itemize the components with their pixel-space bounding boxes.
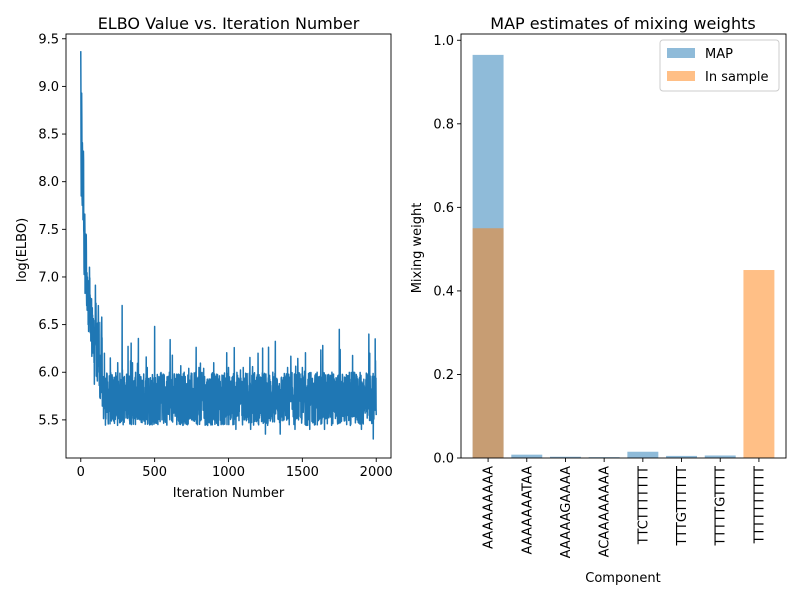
elbo-x-tick-label: 0 — [77, 465, 85, 480]
mixing-x-tick-label: AAAAAAAAA — [482, 466, 497, 549]
elbo-panel: ELBO Value vs. Iteration Number 0 500 1000… — [15, 14, 393, 501]
elbo-line-layer — [80, 51, 377, 440]
elbo-line — [80, 51, 377, 440]
mixing-axes-frame — [460, 33, 787, 459]
elbo-tick-layer: 0 500 1000 1500 2000 5.5 6.0 6.5 7.0 7.5 8.0 8.5 9.0… — [38, 32, 392, 480]
elbo-y-tick-label: 9.0 — [38, 80, 59, 95]
mixing-x-tick-label: TTCTTTTTTT — [636, 466, 651, 545]
mixing-x-tick-label: ACAAAAAAAA — [598, 466, 613, 558]
elbo-y-tick-label: 6.5 — [38, 318, 59, 333]
elbo-axes-frame — [65, 33, 392, 459]
elbo-y-axis-label: log(ELBO) — [15, 218, 30, 282]
mixing-x-tick-label: AAAAAGAAAA — [559, 466, 574, 559]
mixing-y-tick-label: 0.8 — [433, 117, 454, 132]
elbo-y-tick-label: 5.5 — [38, 413, 59, 428]
bar-map-ttcttttttt — [627, 451, 659, 458]
mixing-chart-title: MAP estimates of mixing weights — [490, 14, 755, 33]
mixing-y-axis-label: Mixing weight — [410, 203, 425, 294]
mixing-y-tick-label: 0.2 — [433, 368, 454, 383]
elbo-x-tick-label: 500 — [142, 465, 167, 480]
mixing-x-tick-label: TTTGTTTTTT — [675, 466, 690, 547]
mixing-x-axis-label: Component — [585, 571, 660, 586]
bar-in-sample-aaaaaaaaa — [472, 228, 504, 458]
elbo-x-axis-label: Iteration Number — [173, 486, 285, 501]
bar-map-tttgtttttt — [666, 455, 698, 458]
mixing-weights-panel: MAP estimates of mixing weights AAAAAAAA… — [410, 14, 787, 586]
elbo-y-tick-label: 9.5 — [38, 32, 59, 47]
bar-map-aaaaagaaaa — [549, 456, 581, 458]
elbo-x-tick-label: 1000 — [212, 465, 245, 480]
elbo-y-tick-label: 8.5 — [38, 128, 59, 143]
mixing-x-tick-label: TTTTTTTTTT — [752, 466, 767, 544]
elbo-y-tick-label: 7.5 — [38, 223, 59, 238]
legend-swatch-map — [667, 48, 695, 58]
legend: MAP In sample — [659, 39, 780, 92]
mixing-x-tick-label: AAAAAAATAA — [520, 466, 535, 555]
mixing-x-tick-label: TTTTTGTTTT — [714, 466, 729, 547]
elbo-x-tick-label: 2000 — [360, 465, 393, 480]
bar-map-tttttgtttt — [704, 455, 736, 458]
mixing-y-tick-label: 1.0 — [433, 34, 454, 49]
bar-map-aaaaaaataa — [511, 454, 543, 458]
legend-label-in-sample: In sample — [705, 70, 768, 85]
elbo-chart-title: ELBO Value vs. Iteration Number — [98, 14, 360, 33]
mixing-y-tick-label: 0.4 — [433, 284, 454, 299]
elbo-y-tick-label: 8.0 — [38, 175, 59, 190]
mixing-y-tick-label: 0.0 — [433, 452, 454, 467]
legend-swatch-in-sample — [667, 71, 695, 81]
elbo-x-tick-label: 1500 — [286, 465, 319, 480]
elbo-y-tick-label: 7.0 — [38, 270, 59, 285]
bar-in-sample-tttttttttt — [743, 270, 775, 458]
legend-label-map: MAP — [705, 47, 733, 62]
elbo-y-tick-label: 6.0 — [38, 366, 59, 381]
mixing-y-tick-label: 0.6 — [433, 201, 454, 216]
mixing-bars-layer — [472, 54, 775, 459]
mixing-tick-layer: AAAAAAAAA AAAAAAATAA AAAAAGAAAA ACAAAAAAAA T… — [433, 34, 767, 559]
